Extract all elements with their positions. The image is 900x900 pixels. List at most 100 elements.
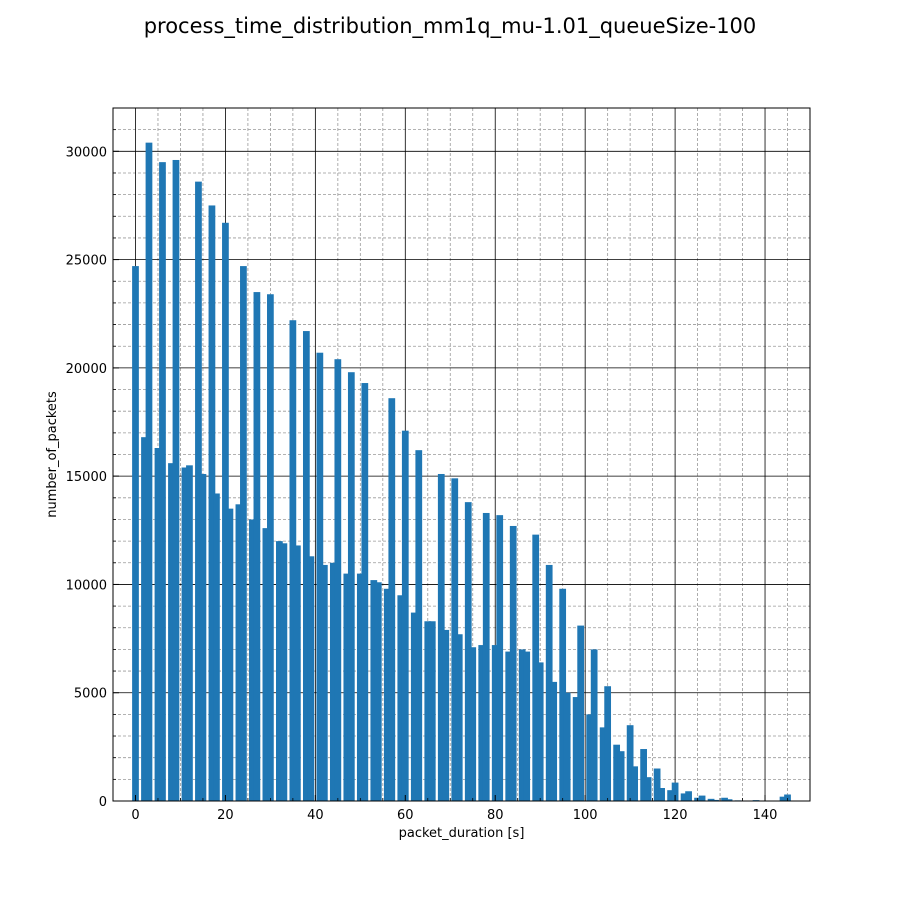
bar [505,651,513,801]
bar [415,450,423,801]
bar [640,749,647,801]
bar [240,266,247,801]
bar [159,162,166,801]
bar [388,398,396,801]
bar [617,751,625,801]
bar [680,793,688,801]
bar [262,528,270,801]
bar [667,790,674,801]
bar [280,543,288,801]
bar [226,508,234,801]
bar [671,782,679,801]
bar [604,686,612,801]
bar [437,473,445,801]
y-tick-label: 15000 [66,470,107,485]
x-tick-label: 40 [307,808,324,823]
bar [195,181,202,802]
bar [361,383,369,801]
bar [779,796,787,801]
bar [168,463,175,801]
bar [208,205,216,801]
bar [329,562,337,801]
bar [707,798,715,801]
bar [496,515,504,801]
bar [181,467,189,801]
bar [451,478,459,801]
x-tick-label: 20 [217,808,234,823]
y-tick-label: 10000 [66,578,107,593]
bar [334,359,342,801]
bar [577,625,585,801]
bar [145,142,153,801]
bar [532,534,540,801]
bar [307,556,315,801]
bar [383,588,391,801]
bar [132,266,139,801]
bar [442,629,450,801]
bar [235,504,243,801]
bar [222,222,229,801]
y-tick-label: 30000 [66,145,107,160]
x-tick-label: 140 [753,808,778,823]
bar [302,331,310,801]
bar [509,525,517,801]
bar [725,799,733,801]
y-tick-label: 25000 [66,254,107,269]
bar [154,448,162,801]
x-tick-label: 60 [397,808,414,823]
x-axis-label: packet_duration [s] [399,826,525,841]
bars [132,142,791,802]
bar [410,612,418,801]
bar [626,725,634,801]
bar [186,465,193,801]
bar [374,582,382,801]
bar [253,292,261,801]
bar [478,645,486,801]
bar [401,430,409,801]
bar [559,588,567,801]
bar [213,493,220,801]
bar [631,766,638,801]
bar [172,159,180,802]
bar [316,352,324,801]
bar [469,647,477,801]
bar [685,791,692,801]
bar [199,473,207,801]
bar [784,794,791,801]
bar [320,564,328,801]
x-tick-label: 100 [573,808,598,823]
bar [613,744,621,801]
bar [424,621,432,801]
bar [721,797,728,801]
bar [491,645,499,801]
bar [658,788,665,801]
bar [572,697,580,801]
bar [293,545,301,801]
bar [347,372,355,801]
y-axis-label: number_of_packets [45,391,60,518]
bar [455,634,463,801]
bar [523,651,531,801]
x-tick-label: 0 [131,808,139,823]
bar [586,714,594,801]
bar [599,727,607,801]
bar [712,799,719,801]
y-tick-label: 20000 [66,362,107,377]
x-tick-label: 120 [663,808,688,823]
bar [550,681,558,801]
bar [356,573,364,801]
y-tick-label: 0 [99,795,107,810]
bar [343,573,351,801]
bar [590,649,598,801]
bar [370,580,378,801]
bar [276,541,283,801]
bar [428,621,436,801]
bar [249,519,256,801]
bar [563,692,571,801]
bar [397,595,405,801]
bar [653,768,661,801]
bar [518,649,526,801]
bar [644,777,652,801]
bar [464,502,472,801]
